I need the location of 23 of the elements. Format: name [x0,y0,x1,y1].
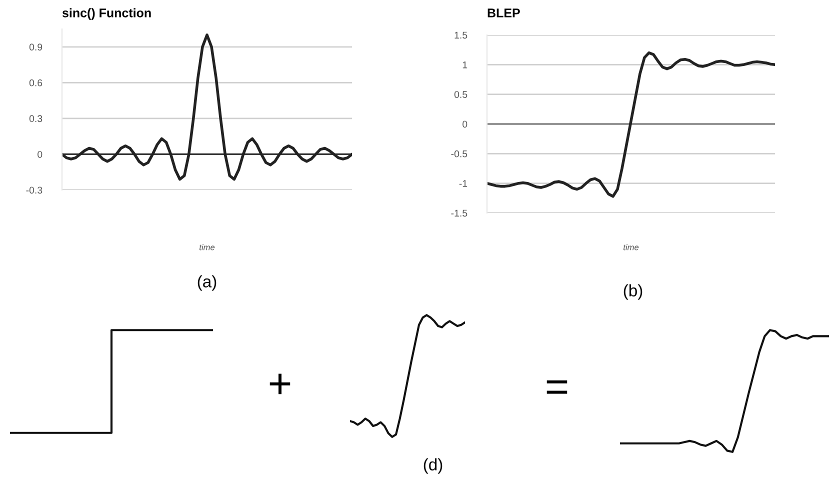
y-tick-label: 0.3 [29,115,42,122]
x-axis-title: time [200,244,215,250]
text: (b) [624,284,642,300]
y-tick-label: -1 [459,180,468,187]
y-tick-label: 0.6 [29,79,42,86]
y-tick-label: -0.5 [451,150,468,158]
chart-title: BLEP [488,8,520,18]
y-tick-label: 0.9 [29,44,42,51]
chart-title: sinc() Function [62,8,151,20]
text: (d) [424,458,442,474]
y-tick-label: 1 [462,62,468,68]
y-tick-label: 1.5 [454,32,468,39]
y-tick-label: -0.3 [26,186,42,194]
y-tick-label: 0 [38,150,42,158]
text: = [546,380,568,394]
text: + [270,374,290,394]
line-series [62,34,352,181]
text: (a) [198,275,216,291]
y-tick-label: 0 [462,120,468,128]
x-axis-title: time [624,244,639,250]
y-tick-label: 0.5 [454,91,468,98]
line-series [487,51,775,198]
y-tick-label: -1.5 [451,210,468,217]
